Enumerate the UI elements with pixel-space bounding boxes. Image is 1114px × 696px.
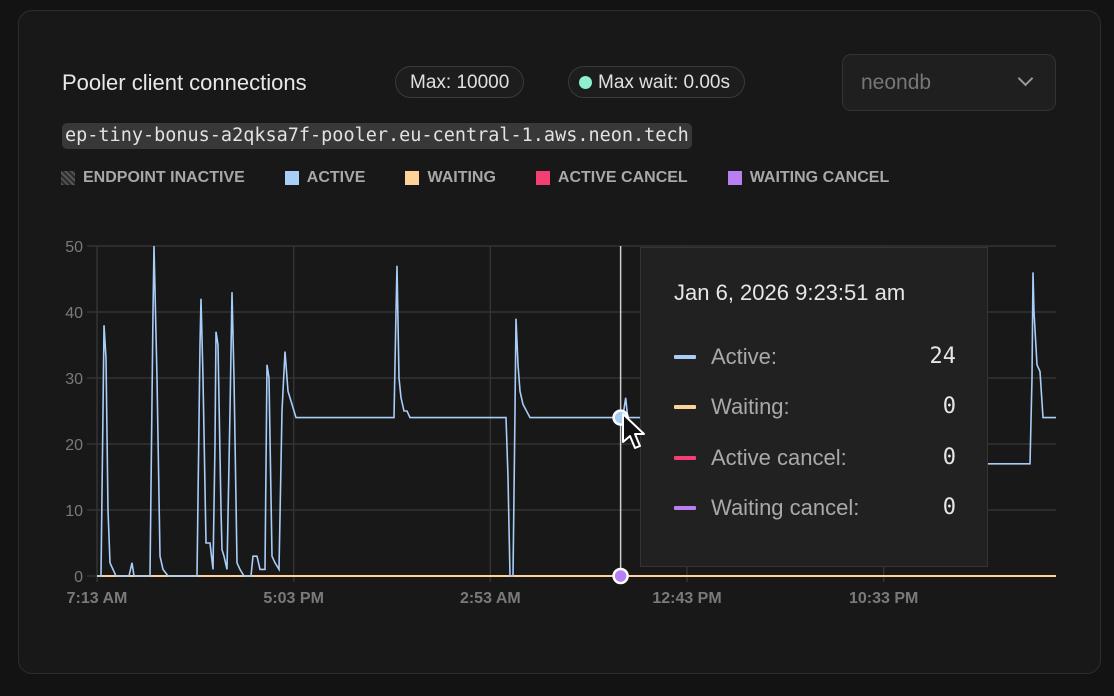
legend-item-waiting-cancel[interactable]: WAITING CANCEL <box>727 169 890 187</box>
hover-point-waiting-cancel <box>612 567 629 585</box>
swatch-icon <box>727 171 742 185</box>
y-tick-label: 20 <box>65 437 83 454</box>
y-tick-label: 40 <box>65 305 83 322</box>
card-title: Pooler client connections <box>62 70 307 95</box>
x-tick-label: 7:13 AM <box>67 590 128 607</box>
tooltip-label: Active: <box>711 344 778 369</box>
legend-item-active[interactable]: ACTIVE <box>284 169 366 187</box>
line-swatch-icon <box>674 456 696 460</box>
x-tick-label: 2:53 AM <box>460 590 521 607</box>
y-tick-label: 30 <box>65 371 83 388</box>
chart-legend: ENDPOINT INACTIVE ACTIVE WAITING ACTIVE … <box>61 169 929 187</box>
line-swatch-icon <box>674 506 696 510</box>
tooltip-row-waiting-cancel: Waiting cancel: 0 <box>674 493 956 523</box>
tooltip-row-active-cancel: Active cancel: 0 <box>674 443 956 473</box>
tooltip-value: 0 <box>942 495 956 520</box>
chart-tooltip: Jan 6, 2026 9:23:51 am Active: 24 Waiting… <box>640 247 988 567</box>
tooltip-value: 0 <box>942 394 956 419</box>
status-dot-icon <box>579 76 592 89</box>
legend-label: WAITING CANCEL <box>749 169 890 186</box>
line-swatch-icon <box>674 355 696 359</box>
tooltip-row-waiting: Waiting: 0 <box>674 392 956 422</box>
tooltip-value: 0 <box>942 445 956 470</box>
tooltip-label: Active cancel: <box>711 445 847 470</box>
endpoint-host: ep-tiny-bonus-a2qksa7f-pooler.eu-central… <box>62 123 692 149</box>
tooltip-row-active: Active: 24 <box>674 342 956 372</box>
y-tick-label: 50 <box>65 239 83 256</box>
legend-label: ACTIVE <box>306 169 366 186</box>
x-tick-label: 5:03 PM <box>263 590 323 607</box>
max-wait-text: Max wait: 0.00s <box>598 72 730 93</box>
mouse-cursor-icon <box>622 413 645 449</box>
tooltip-value: 24 <box>929 344 957 369</box>
database-select[interactable]: neondb <box>842 54 1056 111</box>
swatch-icon <box>535 171 550 185</box>
swatch-icon <box>284 171 299 185</box>
legend-item-endpoint-inactive[interactable]: ENDPOINT INACTIVE <box>61 169 245 187</box>
max-wait-badge: Max wait: 0.00s <box>568 66 745 98</box>
tooltip-label: Waiting: <box>711 394 790 419</box>
x-tick-label: 12:43 PM <box>652 590 721 607</box>
swatch-icon <box>405 171 420 185</box>
legend-label: ENDPOINT INACTIVE <box>83 169 245 186</box>
max-connections-badge: Max: 10000 <box>395 66 525 98</box>
database-select-value: neondb <box>861 71 932 94</box>
legend-label: WAITING <box>427 169 496 186</box>
tooltip-date: Jan 6, 2026 9:23:51 am <box>674 280 906 305</box>
x-tick-label: 10:33 PM <box>849 590 918 607</box>
y-tick-label: 10 <box>65 503 83 520</box>
legend-item-active-cancel[interactable]: ACTIVE CANCEL <box>535 169 688 187</box>
legend-label: ACTIVE CANCEL <box>557 169 688 186</box>
hatch-swatch-icon <box>61 171 75 185</box>
line-swatch-icon <box>674 405 696 409</box>
y-tick-label: 0 <box>74 569 83 586</box>
legend-item-waiting[interactable]: WAITING <box>405 169 496 187</box>
series-line-active <box>97 245 1056 577</box>
tooltip-label: Waiting cancel: <box>711 495 860 520</box>
